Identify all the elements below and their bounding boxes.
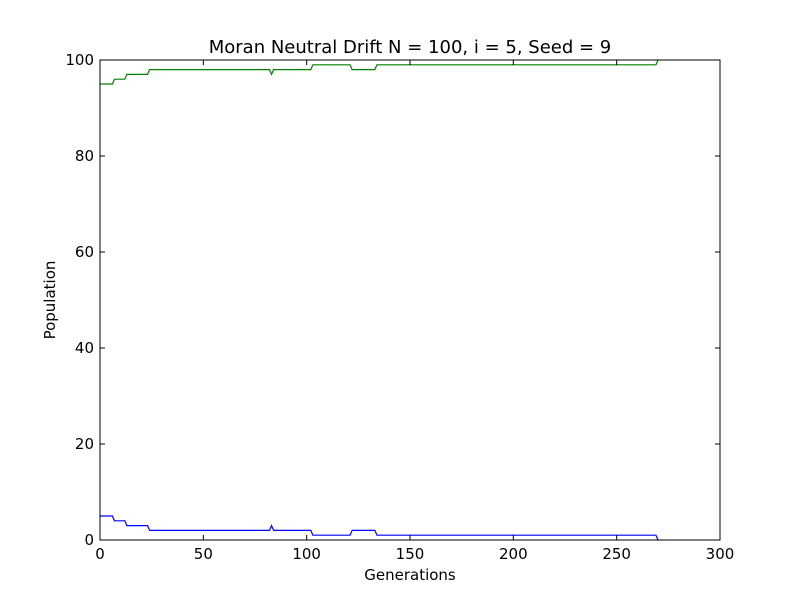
y-tick-label: 40	[75, 339, 94, 357]
y-tick-label: 0	[84, 531, 94, 549]
series-layer	[100, 59, 659, 541]
x-tick-label: 250	[602, 545, 631, 563]
series-line-2	[100, 59, 659, 85]
x-tick-label: 150	[396, 545, 425, 563]
y-axis-label: Population	[41, 261, 59, 340]
x-axis-label: Generations	[364, 566, 456, 584]
x-tick-label: 100	[292, 545, 321, 563]
y-tick-label: 100	[65, 51, 94, 69]
x-tick-label: 200	[499, 545, 528, 563]
x-tick-label: 50	[194, 545, 213, 563]
series-line-1	[100, 515, 659, 541]
y-tick-label: 80	[75, 147, 94, 165]
y-tick-label: 60	[75, 243, 94, 261]
ticks-layer: 0 50 100 150 200 250 300 0 20 40 60 80 100	[65, 51, 734, 563]
x-tick-label: 0	[95, 545, 105, 563]
chart-title: Moran Neutral Drift N = 100, i = 5, Seed…	[209, 37, 612, 58]
y-tick-label: 20	[75, 435, 94, 453]
x-tick-label: 300	[706, 545, 735, 563]
